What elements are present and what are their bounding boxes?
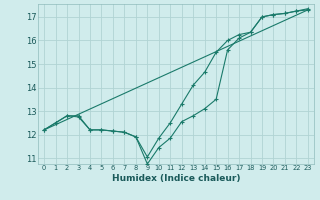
X-axis label: Humidex (Indice chaleur): Humidex (Indice chaleur) xyxy=(112,174,240,183)
